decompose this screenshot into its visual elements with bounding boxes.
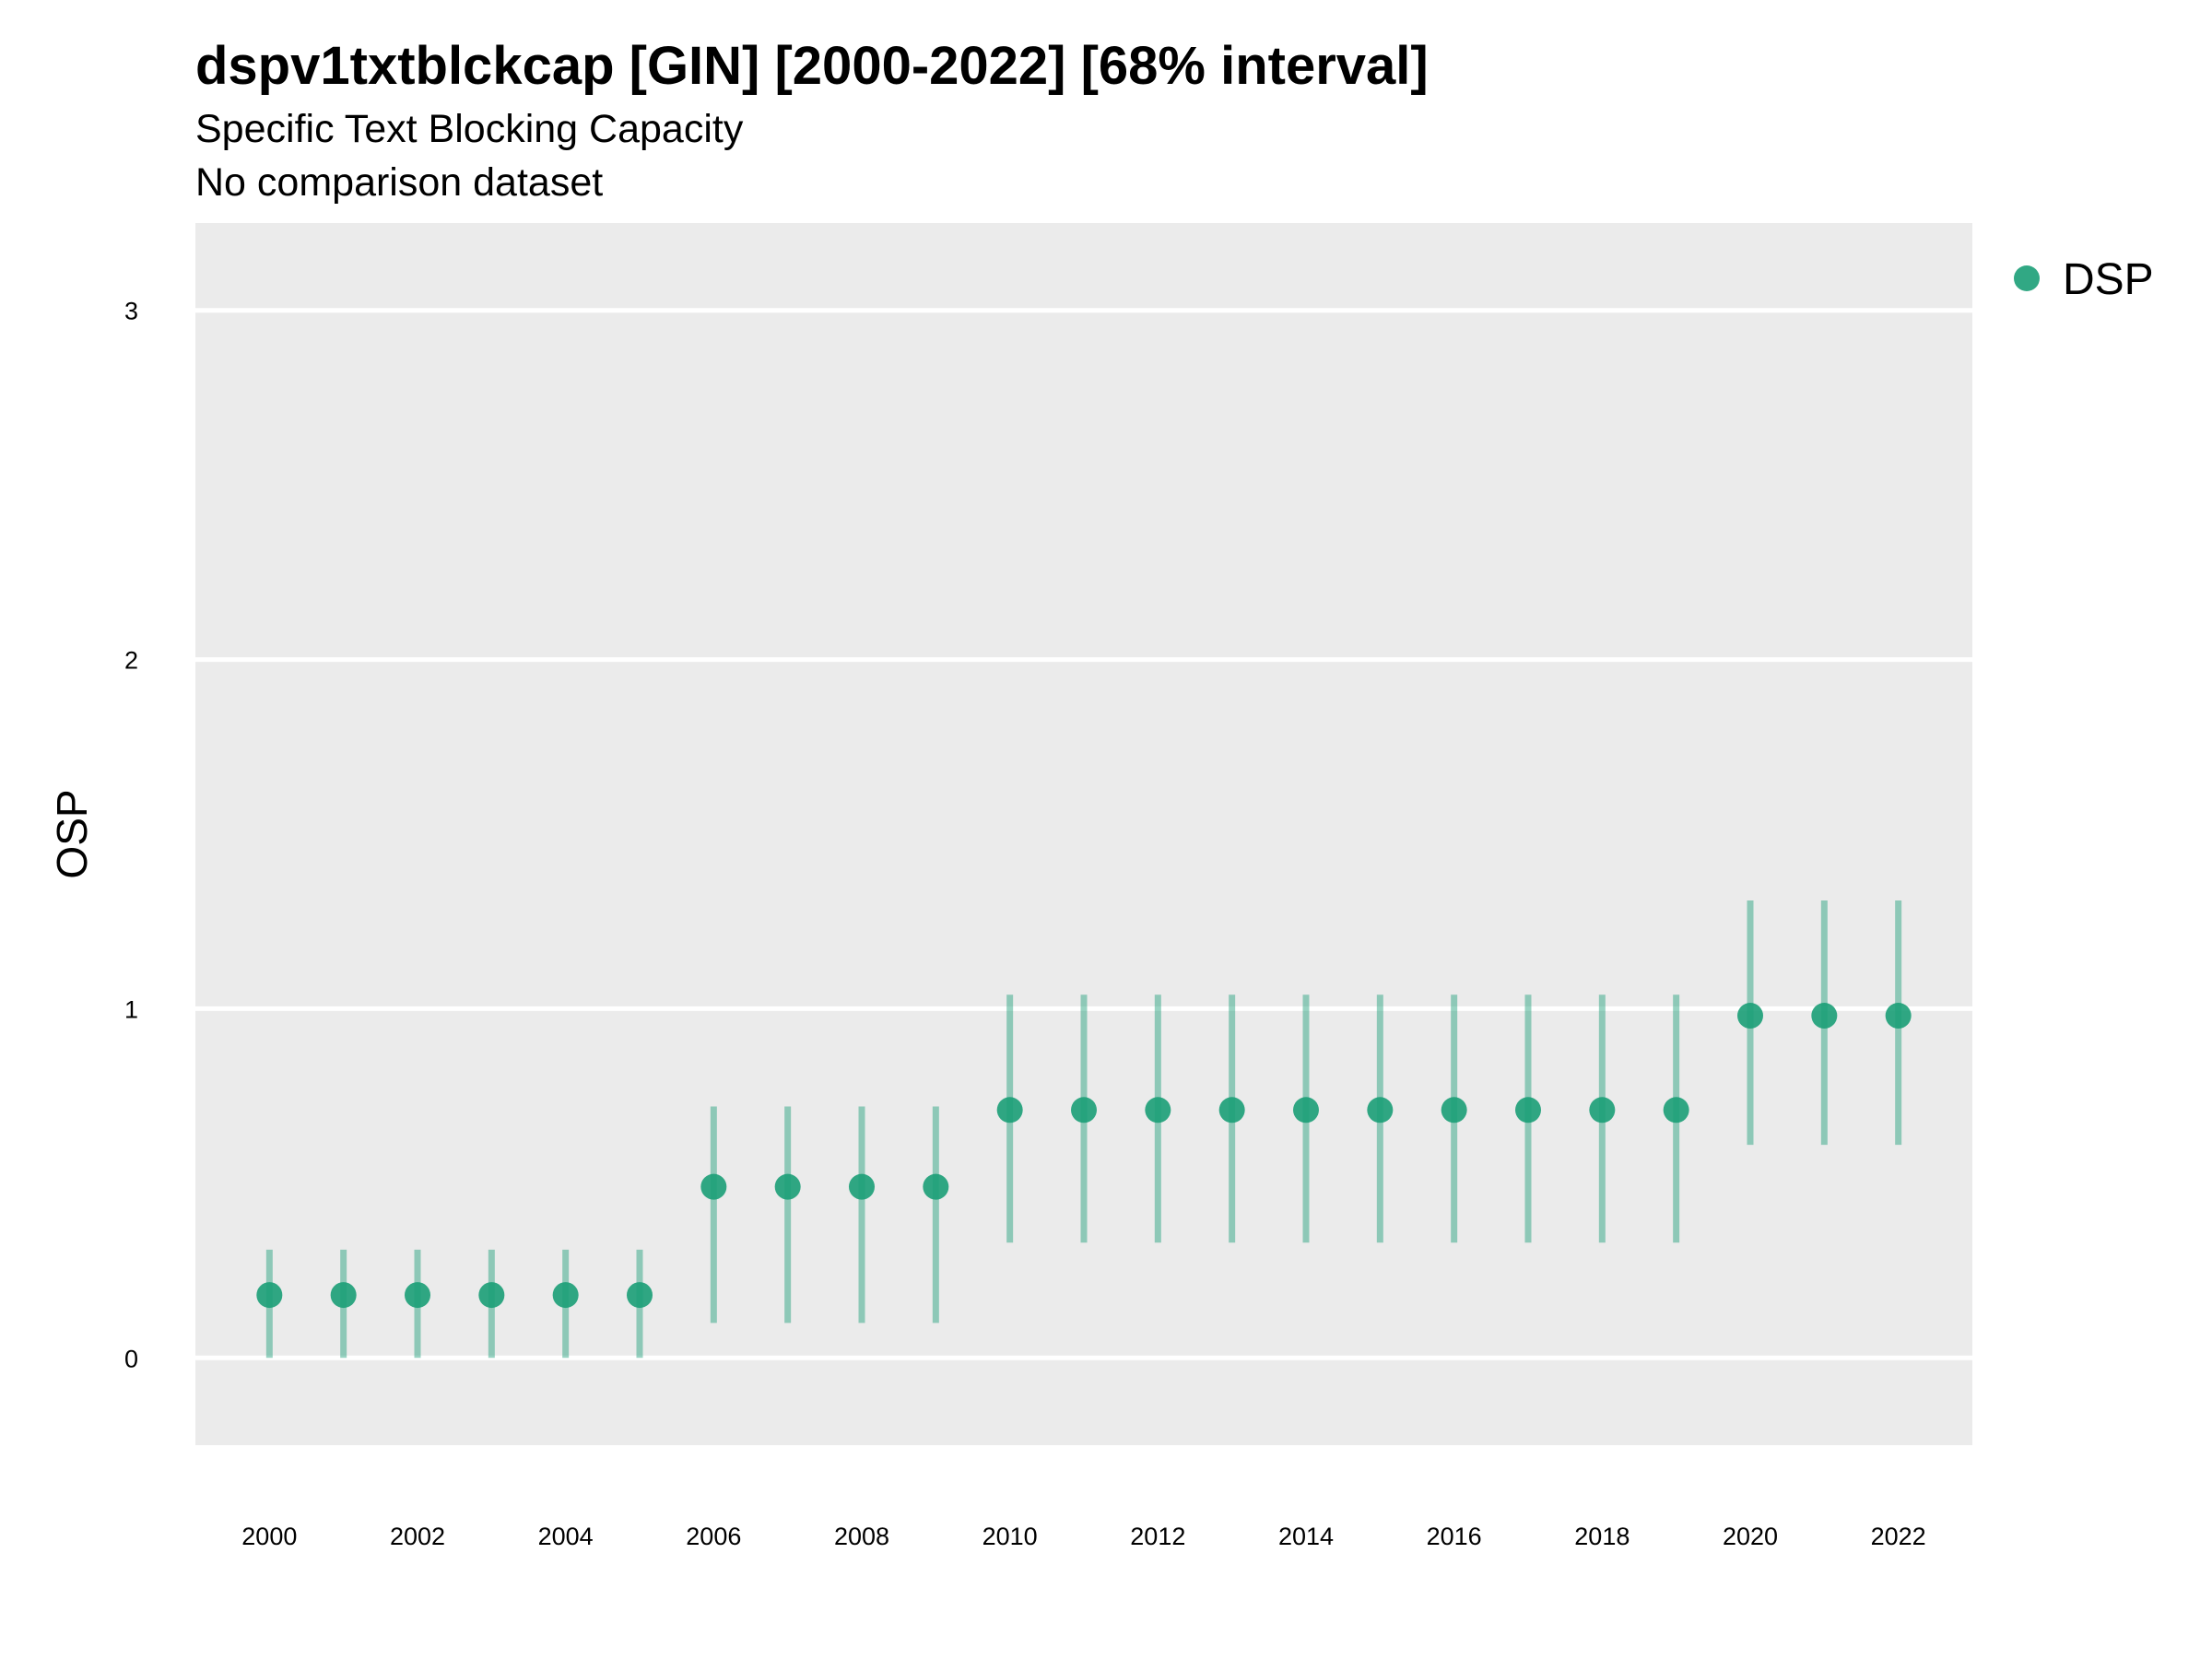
estimate-point-2019	[1663, 1097, 1689, 1124]
legend: DSP	[2014, 255, 2154, 304]
y-tick-label: 1	[124, 995, 138, 1023]
plot-panel	[195, 223, 1972, 1445]
y-tick-label: 3	[124, 298, 138, 325]
comparison-note: No comparison dataset	[195, 160, 604, 205]
y-axis-label: OSP	[48, 789, 96, 878]
x-tick-label: 2016	[1427, 1523, 1482, 1550]
chart-subtitle: Specific Text Blocking Capacity	[195, 107, 744, 151]
estimate-point-2017	[1515, 1097, 1541, 1124]
x-tick-label: 2010	[982, 1523, 1038, 1550]
estimate-point-2016	[1441, 1097, 1467, 1124]
x-tick-label: 2008	[834, 1523, 889, 1550]
x-tick-label: 2004	[538, 1523, 594, 1550]
x-tick-label: 2012	[1130, 1523, 1185, 1550]
estimate-point-2006	[700, 1173, 727, 1200]
estimate-point-2015	[1367, 1097, 1394, 1124]
estimate-point-2013	[1218, 1097, 1245, 1124]
estimate-point-2010	[996, 1097, 1023, 1124]
x-tick-label: 2000	[241, 1523, 297, 1550]
estimate-point-2005	[627, 1282, 653, 1309]
legend-label-dsp: DSP	[2063, 255, 2154, 304]
legend-key-dsp	[2014, 265, 2040, 291]
x-tick-label: 2006	[686, 1523, 741, 1550]
estimate-points	[256, 1003, 1912, 1309]
estimate-point-2021	[1811, 1003, 1838, 1030]
x-tick-label: 2014	[1278, 1523, 1334, 1550]
estimate-point-2001	[330, 1282, 357, 1309]
x-tick-label: 2022	[1871, 1523, 1926, 1550]
x-tick-label: 2018	[1574, 1523, 1630, 1550]
estimate-point-2000	[256, 1282, 283, 1309]
estimate-point-2002	[405, 1282, 430, 1309]
estimate-point-2011	[1071, 1097, 1097, 1124]
chart-title: dspv1txtblckcap [GIN] [2000-2022] [68% i…	[195, 36, 1429, 96]
estimate-point-2022	[1885, 1003, 1912, 1030]
gridlines	[195, 308, 1972, 1360]
x-tick-label: 2002	[390, 1523, 445, 1550]
estimate-point-2004	[552, 1282, 579, 1309]
x-tick-labels: 2000 2002 2004 2006 2008 2010 2012 2014 2016 2018…	[241, 1523, 1925, 1550]
estimate-point-2020	[1737, 1003, 1763, 1030]
estimate-point-2007	[774, 1173, 801, 1200]
x-tick-label: 2020	[1723, 1523, 1778, 1550]
y-tick-labels: 0 1 2 3	[124, 298, 138, 1373]
estimate-point-2012	[1145, 1097, 1171, 1124]
y-tick-label: 0	[124, 1345, 138, 1372]
y-tick-label: 2	[124, 647, 138, 675]
estimate-point-2014	[1293, 1097, 1319, 1124]
estimate-point-2018	[1589, 1097, 1616, 1124]
estimate-point-2003	[478, 1282, 505, 1309]
estimate-point-2008	[849, 1173, 875, 1200]
estimate-point-2009	[923, 1173, 949, 1200]
